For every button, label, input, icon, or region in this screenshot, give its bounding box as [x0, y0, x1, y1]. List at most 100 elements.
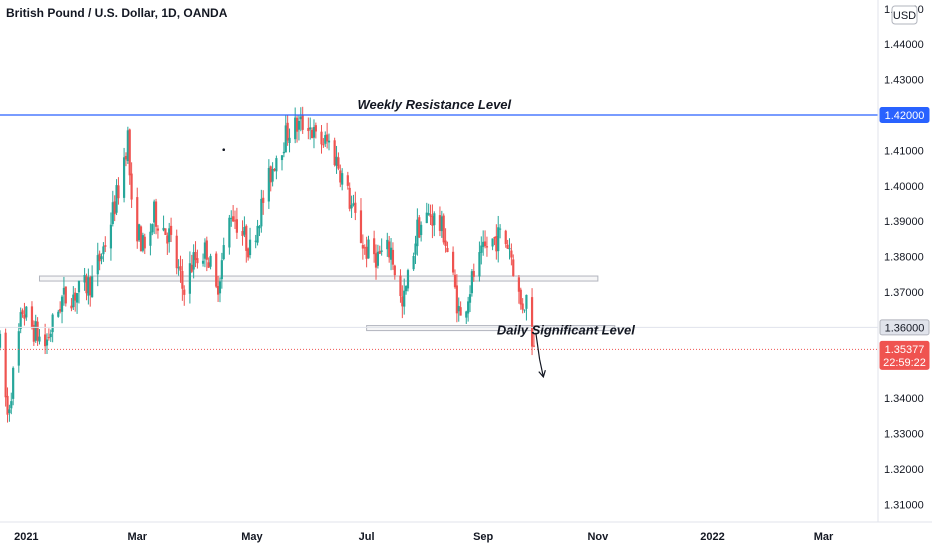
candle — [104, 236, 107, 253]
candle — [403, 278, 406, 315]
candle — [307, 117, 310, 140]
time-axis[interactable]: 2021 Mar May Jul Sep Nov 2022 Mar — [0, 521, 932, 543]
candle — [19, 307, 22, 334]
candle — [164, 228, 167, 236]
candle — [299, 107, 302, 132]
candle — [17, 323, 20, 373]
candle — [352, 194, 355, 207]
candle — [130, 162, 133, 208]
candle — [339, 164, 342, 188]
price-tick-label: 1.31000 — [884, 499, 924, 511]
candle — [190, 254, 193, 274]
arrow-head — [538, 370, 546, 379]
candle — [363, 244, 366, 255]
candle — [96, 242, 99, 287]
candle — [367, 235, 370, 259]
candle — [262, 190, 265, 215]
candle — [254, 234, 257, 249]
candle — [320, 125, 323, 154]
candle — [269, 165, 272, 192]
candle — [188, 251, 191, 304]
significant-price-label-text: 1.36000 — [885, 322, 925, 334]
candle — [196, 249, 199, 269]
candle — [459, 301, 462, 316]
candles-layer — [0, 106, 536, 423]
candle — [62, 276, 66, 306]
candle — [6, 387, 9, 423]
candle — [442, 213, 445, 245]
candle — [192, 244, 195, 279]
marker-dot — [222, 148, 226, 151]
candle — [361, 234, 364, 260]
candle — [310, 127, 314, 139]
price-tick-label: 1.40000 — [884, 181, 924, 193]
candle — [57, 309, 60, 318]
candle — [0, 330, 2, 351]
support-zone-0[interactable] — [38, 275, 599, 282]
weekly-resistance-label: Weekly Resistance Level — [357, 97, 511, 112]
candle — [365, 236, 368, 268]
candle — [138, 223, 141, 242]
resistance-price-label-text: 1.42000 — [885, 110, 925, 122]
projection-arrow — [535, 332, 544, 378]
annotations-layer: Weekly Resistance Level Daily Significant… — [222, 97, 635, 379]
candle — [74, 287, 77, 312]
candle — [179, 255, 182, 283]
candle — [181, 259, 184, 301]
candle — [322, 138, 325, 148]
candle — [256, 219, 259, 246]
candle — [295, 114, 299, 143]
candle — [497, 215, 500, 263]
candle — [427, 203, 430, 216]
candle — [478, 241, 481, 282]
candle — [455, 274, 458, 323]
candle — [136, 187, 139, 249]
candle — [247, 247, 250, 261]
candle — [38, 329, 41, 345]
price-tick-label: 1.44000 — [884, 39, 924, 51]
candle — [32, 320, 35, 346]
candle — [452, 246, 455, 276]
candle — [258, 225, 261, 237]
candle — [207, 257, 210, 269]
candle — [113, 195, 116, 222]
candle — [284, 115, 287, 153]
candle — [267, 159, 270, 209]
current-price-label-text: 22:59:22 — [883, 357, 926, 369]
candle — [209, 253, 212, 270]
candle — [245, 224, 248, 263]
candle — [326, 122, 329, 149]
currency-button[interactable]: USD — [891, 5, 918, 25]
price-tick-label: 1.38000 — [884, 252, 924, 264]
candle — [10, 392, 13, 415]
candle — [215, 251, 218, 289]
candle — [378, 245, 381, 255]
candle — [205, 236, 208, 272]
candle — [271, 162, 274, 187]
candle — [380, 238, 383, 256]
candle — [414, 235, 417, 264]
candle — [183, 285, 186, 306]
candle — [282, 142, 285, 158]
candle — [109, 212, 113, 261]
candle — [220, 252, 223, 289]
candle — [309, 117, 312, 140]
candle — [530, 288, 534, 356]
price-tick-label: 1.41000 — [884, 145, 924, 157]
candle — [512, 254, 515, 277]
candle — [168, 222, 171, 253]
candle — [438, 206, 442, 237]
support-zone-1[interactable] — [366, 325, 616, 332]
candle — [194, 241, 197, 268]
price-axis[interactable]: 1.450001.440001.430001.410001.400001.390… — [877, 0, 930, 522]
candle — [59, 301, 62, 314]
candle — [373, 230, 376, 263]
candle — [510, 243, 513, 266]
candle — [126, 126, 129, 164]
candle — [12, 366, 15, 406]
candle — [324, 131, 327, 147]
candle — [139, 225, 143, 252]
candle — [83, 267, 86, 291]
